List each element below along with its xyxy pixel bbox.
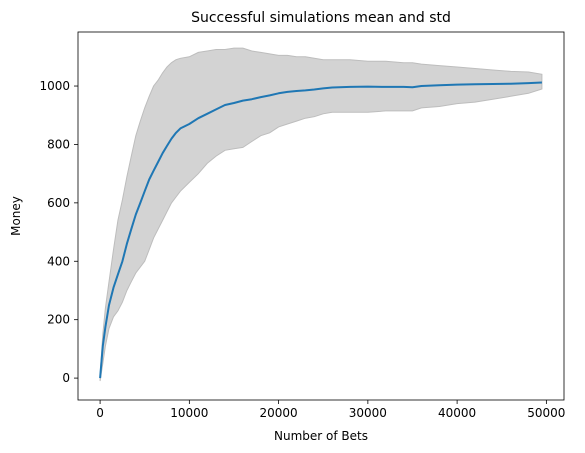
y-tick-label: 200 [47, 313, 70, 327]
plot-area [99, 47, 543, 382]
mean-line [99, 81, 542, 379]
chart-title: Successful simulations mean and std [191, 10, 451, 26]
x-tick-label: 20000 [260, 406, 298, 420]
x-axis: 0 10000 20000 30000 40000 50000 [96, 400, 565, 420]
std-band [99, 47, 543, 382]
y-tick-label: 600 [47, 196, 70, 210]
y-tick-label: 1000 [39, 79, 70, 93]
y-tick-label: 800 [47, 137, 70, 151]
y-axis: 0 200 400 600 800 1000 [39, 79, 78, 385]
x-tick-label: 40000 [438, 406, 476, 420]
plot-frame [77, 31, 565, 401]
x-tick-label: 50000 [527, 406, 565, 420]
y-tick-label: 400 [47, 254, 70, 268]
y-tick-label: 0 [62, 371, 70, 385]
x-tick-label: 30000 [349, 406, 387, 420]
y-axis-label: Money [9, 196, 23, 236]
x-axis-label: Number of Bets [274, 429, 368, 443]
x-tick-label: 10000 [170, 406, 208, 420]
x-tick-label: 0 [96, 406, 104, 420]
